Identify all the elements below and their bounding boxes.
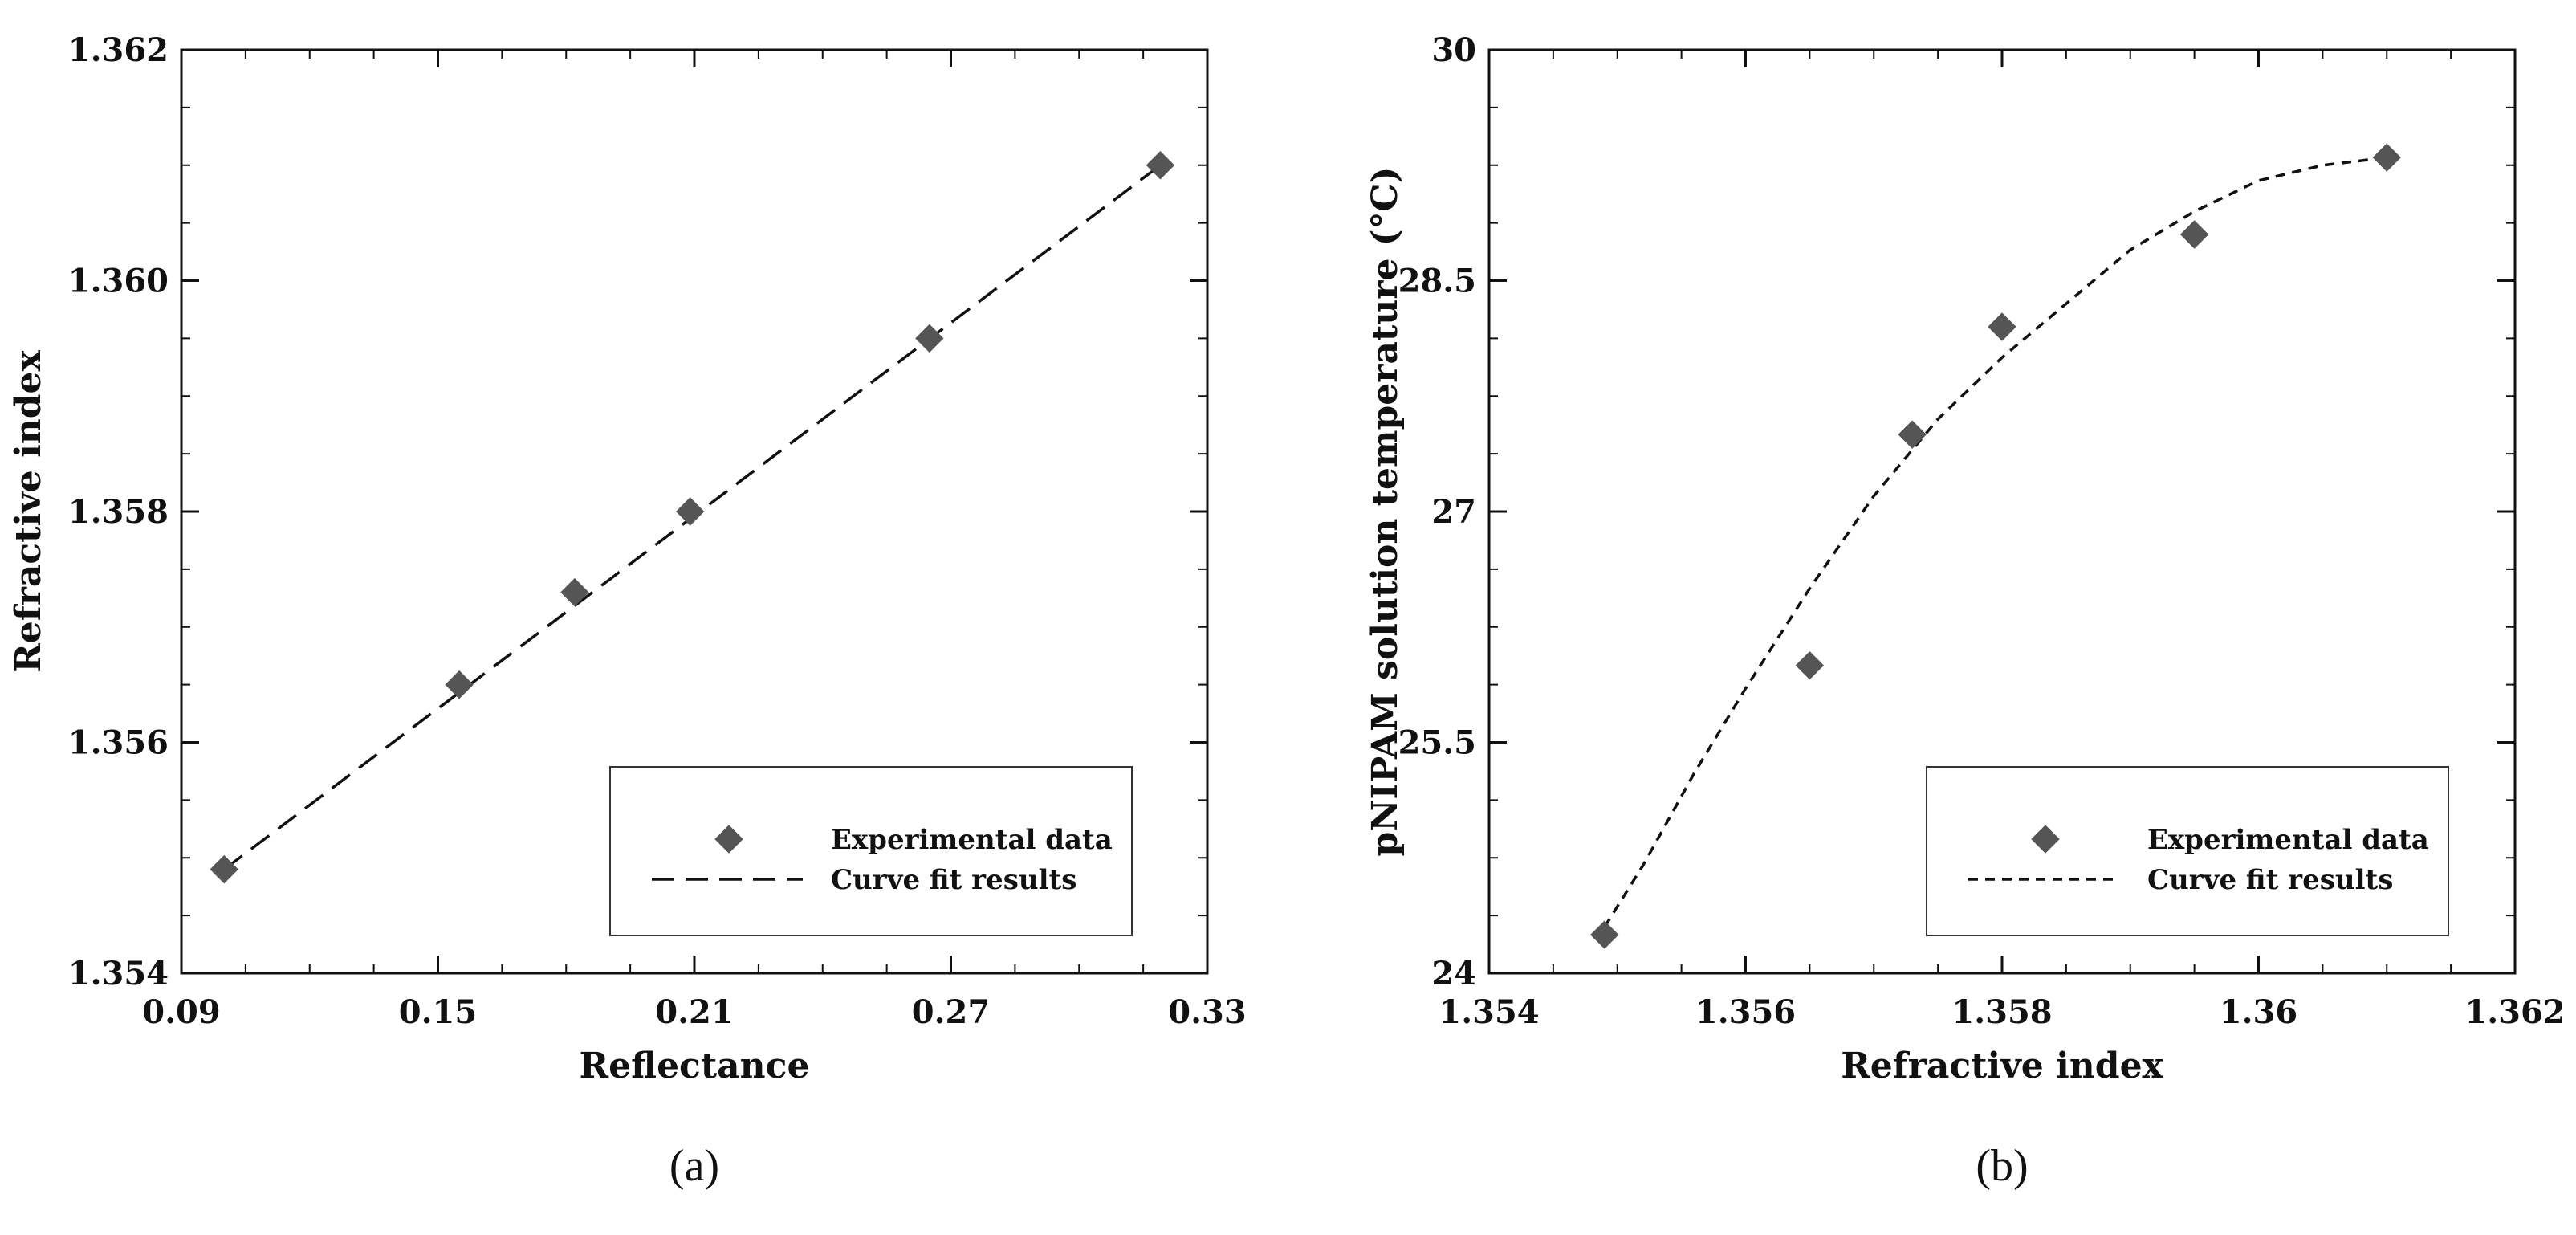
- y-tick-label: 1.356: [68, 724, 169, 762]
- x-tick-label: 1.358: [1951, 993, 2052, 1031]
- y-tick-label: 1.360: [68, 263, 169, 300]
- data-point: [915, 324, 944, 353]
- x-tick-label: 1.36: [2220, 993, 2297, 1031]
- x-axis-label: Reflectance: [580, 1045, 810, 1086]
- x-tick-label: 1.362: [2464, 993, 2565, 1031]
- legend-marker-swatch: [714, 825, 743, 854]
- legend-label: Curve fit results: [831, 864, 1076, 896]
- x-axis-label: Refractive index: [1841, 1045, 2163, 1086]
- data-point: [1795, 650, 1825, 680]
- legend-label: Experimental data: [831, 824, 1113, 856]
- data-point: [1988, 312, 2016, 341]
- y-axis-label: Refractive index: [8, 349, 49, 672]
- y-tick-label: 30: [1431, 31, 1476, 69]
- data-point: [2179, 220, 2209, 249]
- data-point: [675, 497, 705, 526]
- y-tick-label: 28.5: [1398, 263, 1476, 300]
- x-tick-label: 0.33: [1168, 993, 1246, 1031]
- y-tick-label: 1.354: [68, 955, 169, 992]
- x-tick-label: 0.09: [142, 993, 220, 1031]
- data-point: [2372, 143, 2401, 172]
- y-tick-label: 27: [1431, 493, 1476, 531]
- panel-a: 0.09 0.15 0.21 0.27 0.33 1.354 1.356 1.358 1.360…: [8, 31, 1247, 1191]
- data-point: [560, 577, 589, 607]
- panel-label: (a): [669, 1141, 719, 1191]
- fit-curve: [1603, 156, 2387, 928]
- data-point: [445, 670, 474, 699]
- data-point: [1146, 151, 1175, 180]
- y-tick-label: 1.362: [68, 31, 169, 69]
- x-tick-label: 1.354: [1439, 993, 1539, 1031]
- y-axis-label: pNIPAM solution temperature (°C): [1365, 167, 1406, 857]
- y-tick-label: 24: [1431, 955, 1476, 992]
- data-point: [1898, 420, 1927, 449]
- panel-label: (b): [1976, 1141, 2028, 1191]
- data-point: [210, 854, 238, 884]
- y-tick-label: 1.358: [68, 493, 169, 531]
- x-tick-label: 1.356: [1695, 993, 1796, 1031]
- legend-label: Curve fit results: [2147, 864, 2393, 896]
- panel-b: 1.354 1.356 1.358 1.36 1.362 24 25.5 27 28.5 30 Re…: [1365, 31, 2566, 1191]
- data-point: [1590, 920, 1619, 949]
- legend-label: Experimental data: [2147, 824, 2429, 856]
- x-tick-label: 0.15: [399, 993, 477, 1031]
- x-tick-label: 0.21: [655, 993, 733, 1031]
- legend-marker-swatch: [2031, 825, 2060, 854]
- y-tick-label: 25.5: [1398, 724, 1476, 762]
- legend-box: [1926, 766, 2449, 936]
- x-tick-label: 0.27: [912, 993, 990, 1031]
- legend-box: [609, 766, 1133, 936]
